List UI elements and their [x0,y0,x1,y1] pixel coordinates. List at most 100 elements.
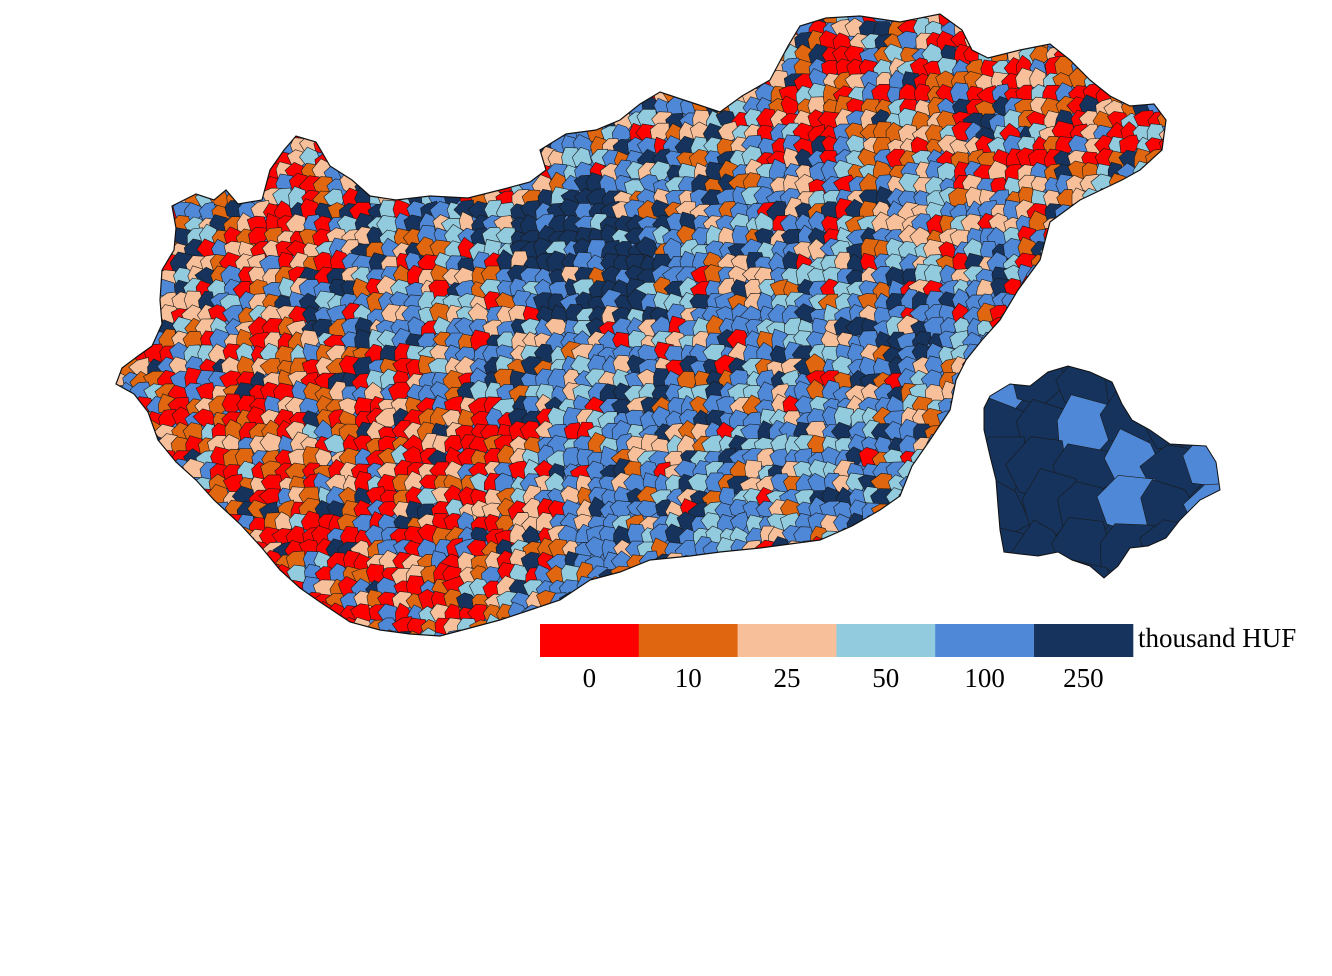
municipality-cell [1028,14,1052,26]
municipality-cell [132,266,156,286]
municipality-cell [211,123,230,144]
municipality-cell [1029,281,1050,301]
municipality-cell [549,21,569,43]
municipality-cell [562,35,585,56]
municipality-cell [1083,266,1103,285]
municipality-cell [1131,593,1155,613]
municipality-cell [1027,577,1051,596]
municipality-cell [532,96,553,117]
municipality-cell [587,603,609,626]
municipality-cell [465,55,488,78]
municipality-cell [155,97,177,120]
municipality-cell [1136,600,1156,622]
budapest-district-cell [1053,559,1116,578]
municipality-cell [193,57,218,78]
municipality-cells [116,14,1166,636]
municipality-cell [628,14,648,29]
municipality-cell [249,30,270,54]
municipality-cell [337,19,361,41]
municipality-cell [195,603,219,627]
municipality-cell [1054,30,1075,52]
municipality-cell [181,514,203,536]
municipality-cell [704,19,727,43]
municipality-cell [314,87,333,104]
municipality-cell [395,139,414,159]
municipality-cell [1155,578,1166,599]
municipality-cell [1055,579,1075,598]
municipality-cell [467,31,490,54]
municipality-cell [951,489,974,509]
municipality-cell [144,565,167,587]
municipality-cell [120,510,141,534]
municipality-cell [1096,47,1116,70]
municipality-cell [277,588,297,608]
municipality-cell [407,14,428,29]
municipality-cell [637,18,663,39]
municipality-cell [1106,72,1128,94]
municipality-cell [508,616,533,636]
municipality-cell [328,96,348,117]
municipality-cell [416,136,439,158]
municipality-cell [483,34,506,55]
municipality-cell [354,32,376,50]
municipality-cell [590,587,610,610]
municipality-cell [637,590,661,610]
municipality-cell [1109,14,1128,28]
legend-tick-0: 0 [583,663,597,693]
municipality-cell [821,535,844,559]
municipality-cell [237,14,259,27]
municipality-cell [134,136,156,158]
municipality-cell [419,174,440,197]
municipality-cell [119,329,139,353]
municipality-cell [157,111,179,131]
municipality-cell [574,108,597,132]
municipality-cell [297,630,322,636]
municipality-cell [966,384,984,403]
municipality-cell [1131,201,1150,221]
municipality-cell [118,14,141,25]
municipality-cell [820,579,839,600]
municipality-cell [586,17,609,39]
municipality-cell [441,72,465,92]
municipality-cell [1120,317,1141,339]
municipality-cell [1133,279,1155,299]
municipality-cell [141,510,166,534]
municipality-cell [116,111,125,134]
municipality-cell [534,72,556,93]
municipality-cell [896,498,919,520]
municipality-cell [403,68,428,90]
municipality-cell [1144,177,1166,196]
municipality-cell [951,435,971,455]
municipality-cell [131,161,153,184]
municipality-cell [235,164,258,186]
municipality-cell [886,536,907,557]
municipality-cell [116,488,127,510]
municipality-cell [703,73,726,91]
municipality-cell [730,32,750,54]
municipality-cell [183,630,203,636]
municipality-cell [249,161,270,183]
municipality-cell [769,603,790,625]
municipality-cell [325,123,350,142]
municipality-cell [143,163,167,181]
municipality-cell [225,604,244,626]
municipality-cell [392,123,411,146]
municipality-cell [663,577,684,600]
municipality-cell [965,576,984,598]
municipality-cell [146,124,166,144]
municipality-cell [744,602,763,622]
municipality-cell [1005,319,1024,340]
municipality-cell [142,224,165,247]
municipality-cell [914,485,937,509]
municipality-cell [131,73,152,93]
municipality-cell [1108,21,1129,40]
municipality-cell [693,576,712,602]
municipality-cell [432,136,454,159]
municipality-cell [1083,291,1105,314]
municipality-cell [613,14,635,29]
municipality-cell [987,359,1010,378]
municipality-cell [525,20,547,39]
municipality-cell [159,525,182,547]
municipality-cell [559,602,583,626]
municipality-cell [116,99,126,118]
